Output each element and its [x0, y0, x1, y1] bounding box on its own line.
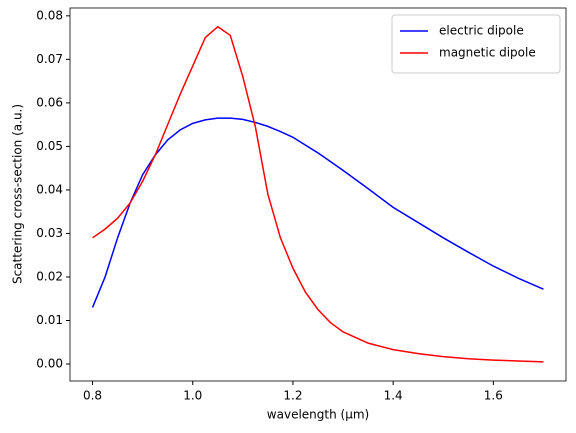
- y-tick-label: 0.07: [36, 52, 63, 66]
- line-series: [91, 117, 544, 308]
- x-tick-label: 0.8: [83, 389, 102, 403]
- x-tick-label: 1.0: [183, 389, 202, 403]
- y-axis-label: Scattering cross-section (a.u.): [11, 104, 25, 284]
- y-tick-label: 0.01: [36, 313, 63, 327]
- legend-box: [391, 14, 561, 74]
- line-series: [92, 25, 544, 363]
- x-tick-label: 1.6: [484, 389, 503, 403]
- y-tick-label: 0.03: [36, 226, 63, 240]
- x-axis-label: wavelength (μm): [267, 408, 369, 422]
- y-tick-label: 0.04: [36, 182, 63, 196]
- y-tick-label: 0.06: [36, 95, 63, 109]
- legend-label: electric dipole: [439, 24, 524, 38]
- y-tick-label: 0.00: [36, 357, 63, 371]
- axes-frame: [69, 7, 567, 382]
- x-tick-label: 1.4: [384, 389, 403, 403]
- x-tick-label: 1.2: [283, 389, 302, 403]
- y-tick-label: 0.02: [36, 269, 63, 283]
- y-tick-label: 0.05: [36, 139, 63, 153]
- legend-label: magnetic dipole: [439, 46, 536, 60]
- y-tick-label: 0.08: [36, 8, 63, 22]
